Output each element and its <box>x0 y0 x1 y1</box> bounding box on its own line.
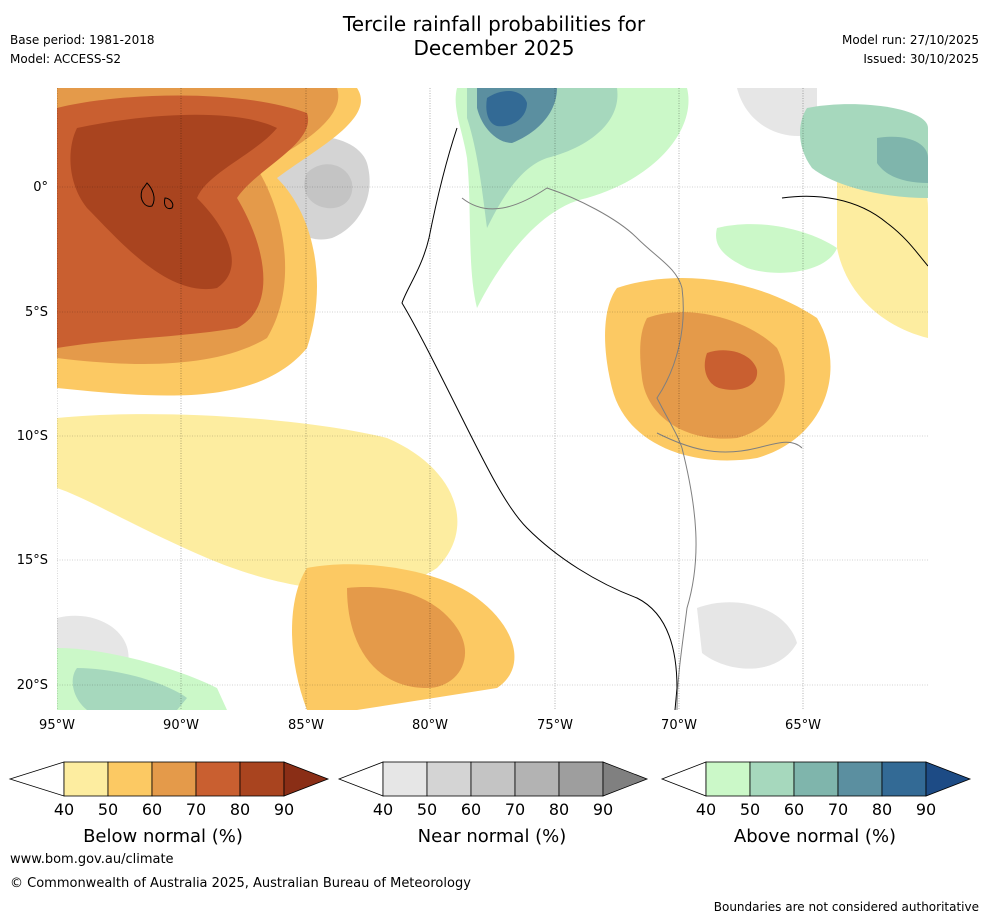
border-bolivia-brazil <box>656 432 803 453</box>
colorbar-tick-label: 90 <box>273 800 295 819</box>
chart-title: Tercile rainfall probabilities for Decem… <box>0 12 988 60</box>
colorbar-segment <box>749 761 795 797</box>
colorbar-segment <box>107 761 153 797</box>
colorbar-tick-label: 70 <box>185 800 207 819</box>
boundaries-disclaimer: Boundaries are not considered authoritat… <box>713 900 979 914</box>
above-normal-region-60-northeast <box>877 136 928 183</box>
model-run: Model run: 27/10/2025 <box>841 33 979 47</box>
colorbar-tick-label: 60 <box>141 800 163 819</box>
colorbar-min-extension <box>337 761 384 797</box>
colorbars <box>8 761 972 797</box>
map-gridlines <box>57 88 928 710</box>
colorbar-tick-label: 80 <box>871 800 893 819</box>
border-peru-brazil <box>656 287 684 449</box>
colorbar-segment <box>558 761 604 797</box>
colorbar-tick-label: 50 <box>416 800 438 819</box>
border-peru-bolivia <box>676 447 697 710</box>
longitude-label: 95°W <box>39 718 75 733</box>
latitude-label: 0° <box>33 180 48 195</box>
colorbar-segment <box>881 761 927 797</box>
coastline-south-america <box>401 127 678 710</box>
colorbar-segment <box>195 761 241 797</box>
below-normal-region-70-amazon <box>704 350 758 390</box>
colorbar-min-extension <box>660 761 707 797</box>
colorbar-tick-label: 90 <box>592 800 614 819</box>
above-normal-region-50-southwest <box>72 668 187 710</box>
above-normal-region-80-colombia <box>486 91 527 127</box>
issued-date: Issued: 30/10/2025 <box>863 52 979 66</box>
colorbar-near-normal <box>337 761 649 797</box>
coastlines <box>140 127 928 710</box>
colorbar-tick-label: 40 <box>53 800 75 819</box>
coastline-amazon-mouth <box>781 195 928 267</box>
longitude-label: 65°W <box>785 718 821 733</box>
colorbar-tick-label: 70 <box>827 800 849 819</box>
colorbar-tick-label: 60 <box>460 800 482 819</box>
below-normal-regions <box>57 88 928 710</box>
colorbar-segment <box>426 761 472 797</box>
colorbar-tick-label: 40 <box>372 800 394 819</box>
latitude-label: 10°S <box>16 429 48 444</box>
colorbar-segment <box>239 761 285 797</box>
below-normal-region-60-southcentral <box>347 587 466 688</box>
longitude-label: 85°W <box>288 718 324 733</box>
colorbar-max-extension <box>925 761 972 797</box>
below-normal-region-80-northwest <box>70 114 277 290</box>
latitude-label: 5°S <box>24 305 48 320</box>
title-line-1: Tercile rainfall probabilities for <box>342 12 646 36</box>
colorbar-segment <box>151 761 197 797</box>
colorbar-above-normal <box>660 761 972 797</box>
colorbar-tick-label: 50 <box>739 800 761 819</box>
near-normal-region-northeast <box>737 88 817 136</box>
longitude-label: 80°W <box>412 718 448 733</box>
website-link[interactable]: www.bom.gov.au/climate <box>10 852 174 867</box>
longitude-label: 75°W <box>537 718 573 733</box>
colorbar-above-label: Above normal (%) <box>733 826 897 847</box>
colorbar-tick-label: 60 <box>783 800 805 819</box>
colorbar-below-normal <box>8 761 330 797</box>
rainfall-probability-map <box>57 88 928 710</box>
border-ecuador-colombia <box>461 187 683 289</box>
latitude-label: 20°S <box>16 678 48 693</box>
colorbar-max-extension <box>283 761 330 797</box>
colorbar-segment <box>793 761 839 797</box>
latitude-label: 15°S <box>16 553 48 568</box>
colorbar-below-label: Below normal (%) <box>83 826 243 847</box>
colorbar-tick-label: 90 <box>915 800 937 819</box>
colorbar-segment <box>514 761 560 797</box>
colorbar-min-extension <box>8 761 65 797</box>
colorbar-max-extension <box>602 761 649 797</box>
near-normal-region-core <box>304 164 353 209</box>
colorbar-tick-label: 70 <box>504 800 526 819</box>
country-borders <box>461 187 803 710</box>
base-period: Base period: 1981-2018 <box>10 33 155 47</box>
colorbar-tick-label: 40 <box>695 800 717 819</box>
colorbar-segment <box>63 761 109 797</box>
colorbar-tick-label: 80 <box>229 800 251 819</box>
colorbar-tick-label: 50 <box>97 800 119 819</box>
colorbar-segment <box>382 761 428 797</box>
copyright-text: © Commonwealth of Australia 2025, Austra… <box>10 876 471 891</box>
longitude-label: 70°W <box>661 718 697 733</box>
colorbar-segment <box>837 761 883 797</box>
above-normal-region-40-amazon <box>716 224 837 273</box>
below-normal-region-40-central <box>57 414 458 591</box>
near-normal-region-bolivia <box>697 602 797 669</box>
gridline-group <box>57 88 928 710</box>
title-line-2: December 2025 <box>413 36 575 60</box>
longitude-label: 90°W <box>163 718 199 733</box>
colorbar-near-label: Near normal (%) <box>417 826 567 847</box>
coastline-galapagos-main <box>140 182 155 207</box>
model-name: Model: ACCESS-S2 <box>10 52 122 66</box>
colorbar-segment <box>470 761 516 797</box>
coastline-galapagos-east <box>164 197 174 209</box>
colorbar-segment <box>705 761 751 797</box>
colorbar-tick-label: 80 <box>548 800 570 819</box>
